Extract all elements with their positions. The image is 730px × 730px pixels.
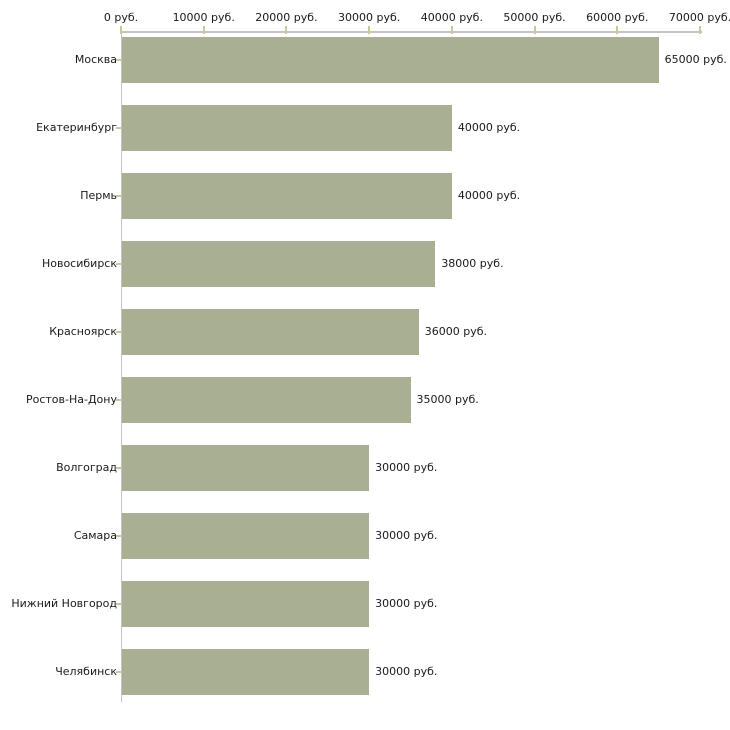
category-tick <box>116 671 121 673</box>
x-axis-tick <box>202 26 205 34</box>
category-tick <box>116 59 121 61</box>
category-label: Пермь <box>80 189 117 202</box>
category-label: Екатеринбург <box>36 121 117 134</box>
category-label: Нижний Новгород <box>11 597 117 610</box>
category-tick <box>116 195 121 197</box>
bar <box>122 649 370 695</box>
bar <box>122 241 436 287</box>
category-label: Новосибирск <box>41 257 117 270</box>
category-label: Волгоград <box>56 461 117 474</box>
category-tick <box>116 331 121 333</box>
value-label: 30000 руб. <box>375 461 438 474</box>
value-label: 65000 руб. <box>664 53 727 66</box>
value-label: 36000 руб. <box>424 325 488 338</box>
category-tick <box>116 467 121 469</box>
x-axis-tick-label: 70000 руб. <box>668 11 730 24</box>
category-tick <box>116 127 121 129</box>
bar <box>122 173 452 219</box>
x-axis-tick <box>120 26 122 34</box>
value-label: 40000 руб. <box>457 121 521 134</box>
value-label: 38000 руб. <box>441 257 504 270</box>
x-axis-tick <box>450 26 453 34</box>
category-label: Челябинск <box>55 665 117 678</box>
bar <box>122 377 411 423</box>
y-axis-line <box>121 31 122 702</box>
category-label: Красноярск <box>49 325 117 338</box>
category-tick <box>116 535 121 537</box>
bar <box>122 513 370 559</box>
value-label: 30000 руб. <box>375 665 438 678</box>
value-label: 30000 руб. <box>375 529 438 542</box>
bar <box>122 581 370 627</box>
category-tick <box>116 603 121 605</box>
category-label: Ростов-На-Дону <box>25 393 117 406</box>
bar <box>122 445 370 491</box>
value-label: 30000 руб. <box>375 597 438 610</box>
x-axis-tick-label: 40000 руб. <box>420 11 483 24</box>
bar <box>122 309 419 355</box>
x-axis-tick <box>368 26 371 34</box>
bar <box>122 37 659 83</box>
category-tick <box>116 263 121 265</box>
x-axis-tick <box>285 26 288 34</box>
value-label: 35000 руб. <box>416 393 479 406</box>
x-axis-line <box>121 31 702 33</box>
category-label: Москва <box>74 53 117 66</box>
category-tick <box>116 399 121 401</box>
x-axis-tick <box>616 26 619 34</box>
x-axis-tick-label: 0 руб. <box>103 11 139 24</box>
x-axis-tick <box>533 26 536 34</box>
x-axis-tick-label: 10000 руб. <box>172 11 235 24</box>
x-axis-tick <box>699 26 701 34</box>
x-axis-tick-label: 60000 руб. <box>586 11 649 24</box>
x-axis-tick-label: 30000 руб. <box>338 11 401 24</box>
x-axis-tick-label: 20000 руб. <box>255 11 318 24</box>
bar <box>122 105 452 151</box>
value-label: 40000 руб. <box>457 189 521 202</box>
category-label: Самара <box>73 529 117 542</box>
x-axis-tick-label: 50000 руб. <box>503 11 566 24</box>
